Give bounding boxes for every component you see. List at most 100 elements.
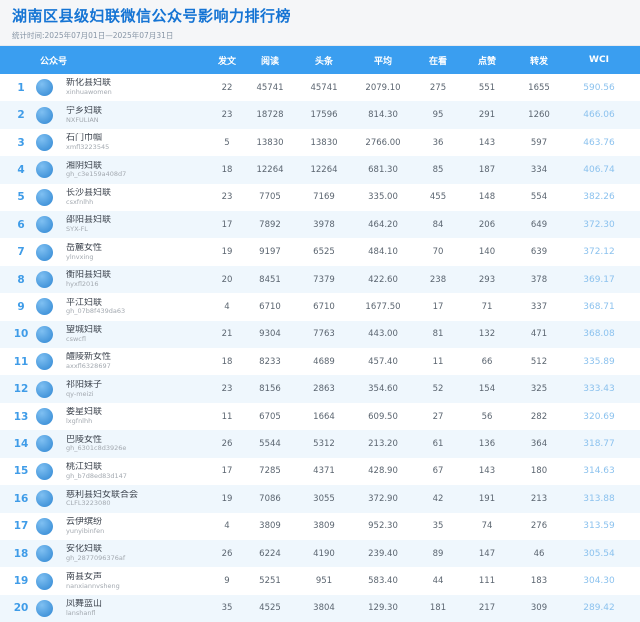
- rank-number: 8: [17, 273, 25, 286]
- account-name: 湘阴妇联: [66, 160, 103, 171]
- table-row[interactable]: 16 慈利县妇女联合会 CLFL3223080 19 7086 3055 372…: [0, 485, 640, 513]
- reads-value: 18728: [256, 110, 284, 121]
- avatar-cell: [34, 134, 62, 152]
- table-row[interactable]: 3 石门巾帼 xmfl3223545 5 13830 13830 2766.00…: [0, 128, 640, 157]
- looks-value: 61: [432, 438, 444, 449]
- shares-value: 597: [530, 137, 548, 148]
- shares-value: 639: [530, 247, 548, 258]
- posts-value: 23: [221, 110, 233, 121]
- likes-value: 66: [481, 356, 493, 367]
- table-row[interactable]: 6 邵阳县妇联 SYX-FL 17 7892 3978 464.20 84 20…: [0, 211, 640, 239]
- account-cell: 南县女声 nanxiannvsheng: [62, 572, 210, 591]
- table-row[interactable]: 13 娄星妇联 lxgfnlhh 11 6705 1664 609.50 27 …: [0, 402, 640, 431]
- wci-value: 305.54: [583, 548, 615, 559]
- average-value: 484.10: [368, 247, 398, 258]
- looks-value: 85: [432, 164, 444, 175]
- wci-value: 368.08: [583, 329, 615, 340]
- table-row[interactable]: 2 宁乡妇联 NXFULIAN 23 18728 17596 814.30 95…: [0, 101, 640, 129]
- account-name: 石门巾帼: [66, 133, 103, 144]
- table-row[interactable]: 5 长沙县妇联 csxfnlhh 23 7705 7169 335.00 455…: [0, 183, 640, 212]
- posts-value: 17: [221, 466, 233, 477]
- table-row[interactable]: 12 祁阳妹子 qy-meizi 23 8156 2863 354.60 52 …: [0, 375, 640, 403]
- average-value: 457.40: [368, 356, 398, 367]
- table-row[interactable]: 11 醴陵新女性 axxfl6328697 18 8233 4689 457.4…: [0, 348, 640, 376]
- shares-value: 309: [530, 603, 548, 614]
- table-row[interactable]: 19 南县女声 nanxiannvsheng 9 5251 951 583.40…: [0, 567, 640, 595]
- posts-value: 4: [224, 521, 230, 532]
- looks-value: 52: [432, 384, 444, 395]
- looks-value: 67: [432, 466, 444, 477]
- headline-value: 13830: [310, 137, 338, 148]
- avatar-cell: [34, 243, 62, 261]
- column-header-reads: 阅读: [260, 56, 279, 67]
- average-value: 464.20: [368, 219, 398, 230]
- rank-number: 3: [17, 136, 25, 149]
- posts-value: 23: [221, 384, 233, 395]
- headline-value: 7763: [313, 329, 335, 340]
- looks-value: 44: [432, 576, 444, 587]
- account-avatar: [36, 517, 53, 535]
- account-cell: 祁阳妹子 qy-meizi: [62, 380, 210, 399]
- posts-value: 23: [221, 192, 233, 203]
- reads-value: 6705: [259, 411, 281, 422]
- column-header-headline: 头条: [314, 56, 333, 67]
- table-row[interactable]: 17 云伊缤纷 yunyibinfen 4 3809 3809 952.30 3…: [0, 512, 640, 540]
- average-value: 1677.50: [365, 301, 401, 312]
- looks-value: 35: [432, 521, 444, 532]
- posts-value: 11: [221, 411, 233, 422]
- table-row[interactable]: 14 巴陵女性 gh_6301c8d3926e 26 5544 5312 213…: [0, 430, 640, 458]
- posts-value: 22: [221, 82, 233, 93]
- posts-value: 19: [221, 247, 233, 258]
- table-row[interactable]: 4 湘阴妇联 gh_c3e159a408d7 18 12264 12264 68…: [0, 156, 640, 184]
- account-name: 凤舞蓝山: [66, 599, 103, 610]
- shares-value: 213: [530, 493, 548, 504]
- likes-value: 56: [481, 411, 493, 422]
- headline-value: 3804: [313, 603, 335, 614]
- likes-value: 140: [478, 247, 496, 258]
- rank-number: 16: [13, 492, 29, 505]
- reads-value: 9304: [259, 329, 281, 340]
- avatar-cell: [34, 462, 62, 480]
- table-row[interactable]: 8 衡阳县妇联 hyxfl2016 20 8451 7379 422.60 23…: [0, 265, 640, 294]
- account-name: 桃江妇联: [66, 462, 103, 473]
- looks-value: 275: [429, 82, 447, 93]
- reads-value: 8451: [259, 274, 281, 285]
- likes-value: 148: [478, 192, 496, 203]
- avatar-cell: [34, 572, 62, 590]
- likes-value: 291: [478, 110, 496, 121]
- column-header-wci: WCI: [589, 55, 609, 65]
- account-cell: 湘阴妇联 gh_c3e159a408d7: [62, 161, 210, 180]
- reads-value: 8156: [259, 384, 281, 395]
- rank-number: 12: [13, 383, 29, 396]
- date-range: 统计时间:2025年07月01日—2025年07月31日: [12, 30, 174, 40]
- account-avatar: [36, 572, 53, 590]
- account-id: qy-meizi: [66, 390, 94, 398]
- page-header: 湖南区县级妇联微信公众号影响力排行榜 统计时间:2025年07月01日—2025…: [0, 0, 640, 46]
- rank-number: 19: [13, 575, 29, 588]
- table-row[interactable]: 9 平江妇联 gh_07b8f439da63 4 6710 6710 1677.…: [0, 293, 640, 321]
- account-name: 长沙县妇联: [66, 188, 112, 199]
- table-row[interactable]: 1 新化县妇联 xinhuawomen 22 45741 45741 2079.…: [0, 74, 640, 102]
- wci-value: 313.59: [583, 521, 615, 532]
- reads-value: 7892: [259, 219, 281, 230]
- table-row[interactable]: 15 桃江妇联 gh_b7d8ed83d147 17 7285 4371 428…: [0, 457, 640, 486]
- wci-value: 313.88: [583, 493, 615, 504]
- account-name: 醴陵新女性: [66, 352, 112, 363]
- account-cell: 邵阳县妇联 SYX-FL: [62, 215, 210, 234]
- table-row[interactable]: 7 岳麓女性 ylnvxing 19 9197 6525 484.10 70 1…: [0, 238, 640, 266]
- looks-value: 17: [432, 301, 444, 312]
- account-avatar: [36, 325, 53, 343]
- table-row[interactable]: 20 凤舞蓝山 lanshanfl 35 4525 3804 129.30 18…: [0, 594, 640, 622]
- account-cell: 长沙县妇联 csxfnlhh: [62, 188, 210, 207]
- likes-value: 136: [478, 438, 496, 449]
- rank-number: 7: [17, 246, 25, 259]
- rank-number: 6: [17, 218, 25, 231]
- account-cell: 慈利县妇女联合会 CLFL3223080: [62, 490, 210, 509]
- table-row[interactable]: 10 望城妇联 cswcfl 21 9304 7763 443.00 81 13…: [0, 320, 640, 349]
- avatar-cell: [34, 380, 62, 398]
- table-header: 公众号 发文 阅读 头条 平均 在看 点赞 转发 WCI: [0, 46, 640, 74]
- account-name: 望城妇联: [66, 325, 103, 336]
- posts-value: 35: [221, 603, 233, 614]
- table-row[interactable]: 18 安化妇联 gh_2877096376af 26 6224 4190 239…: [0, 539, 640, 568]
